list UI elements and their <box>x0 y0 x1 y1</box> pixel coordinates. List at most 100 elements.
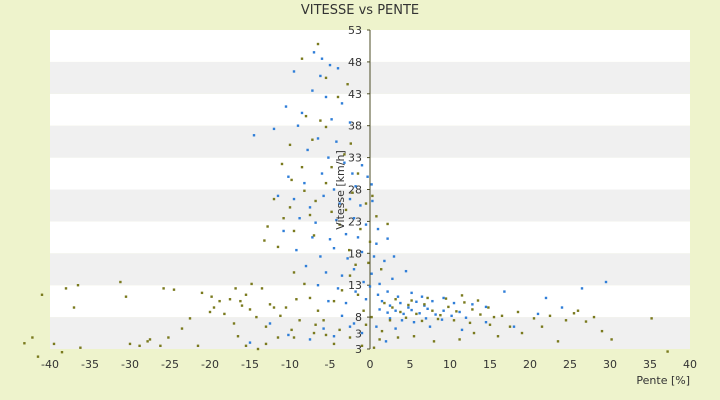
data-point <box>375 325 378 328</box>
data-point <box>508 325 512 328</box>
data-point <box>348 274 352 277</box>
data-point <box>464 316 468 319</box>
data-point <box>487 306 490 309</box>
x-tick-label: 15 <box>483 358 497 371</box>
data-point <box>418 312 421 315</box>
data-point <box>410 299 413 302</box>
data-point <box>360 164 364 167</box>
data-point <box>324 271 328 274</box>
data-point <box>360 250 364 254</box>
data-point <box>146 340 149 343</box>
data-point <box>383 259 386 263</box>
data-point <box>352 322 356 325</box>
data-point <box>351 172 354 175</box>
data-point <box>452 319 456 322</box>
y-tick-label: 33 <box>348 152 362 165</box>
data-point <box>364 223 368 226</box>
data-point <box>64 287 68 290</box>
data-point <box>439 313 442 317</box>
data-point <box>119 280 122 284</box>
data-point <box>386 311 389 314</box>
data-point <box>391 306 394 309</box>
data-point <box>352 268 356 271</box>
data-point <box>604 280 608 284</box>
data-point <box>272 127 276 131</box>
data-point <box>322 194 325 198</box>
data-point <box>303 181 306 185</box>
data-point <box>370 183 373 186</box>
y-tick-label: 53 <box>348 24 362 37</box>
data-point <box>328 238 332 241</box>
data-point <box>255 315 258 319</box>
data-point <box>303 282 306 286</box>
data-point <box>516 310 520 314</box>
data-point <box>388 317 392 320</box>
data-point <box>432 340 436 343</box>
data-point <box>458 338 461 341</box>
data-point <box>332 188 336 191</box>
data-point <box>295 298 298 301</box>
data-point <box>540 325 544 328</box>
data-point <box>383 301 386 305</box>
y-tick-label: 18 <box>348 247 362 260</box>
data-point <box>378 282 381 286</box>
y-tick-label: 3 <box>355 343 362 356</box>
data-point <box>316 309 320 312</box>
data-point <box>364 202 368 205</box>
data-point <box>407 303 410 307</box>
data-point <box>322 319 325 322</box>
data-point <box>367 261 370 265</box>
data-point <box>368 240 372 244</box>
data-point <box>223 312 226 316</box>
data-point <box>319 119 322 122</box>
data-point <box>308 296 312 300</box>
x-tick-label: 5 <box>407 358 414 371</box>
data-point <box>354 290 357 293</box>
y-tick-label: 38 <box>348 120 362 133</box>
data-point <box>447 305 450 309</box>
data-point <box>423 303 426 306</box>
data-point <box>572 312 576 315</box>
data-point <box>440 318 444 321</box>
y-axis-title: Vitesse [km/h] <box>334 150 347 230</box>
x-tick-label: 30 <box>603 358 617 371</box>
data-point <box>431 309 434 312</box>
data-point <box>300 165 304 169</box>
data-point <box>308 338 312 341</box>
data-point <box>576 309 580 312</box>
data-point <box>548 314 552 318</box>
data-point <box>364 298 368 301</box>
data-point <box>292 271 296 274</box>
data-point <box>248 341 252 344</box>
data-point <box>366 175 369 178</box>
data-point <box>330 210 333 214</box>
data-point <box>296 124 300 127</box>
data-point <box>460 328 464 332</box>
data-point <box>218 299 221 303</box>
data-point <box>592 315 596 319</box>
data-point <box>234 287 237 290</box>
data-point <box>314 221 317 224</box>
data-point <box>290 178 293 182</box>
data-point <box>431 299 434 303</box>
data-point <box>250 282 253 286</box>
data-point <box>304 114 308 118</box>
axes <box>367 29 371 350</box>
data-point <box>394 309 397 312</box>
data-point <box>330 118 333 121</box>
data-point <box>372 255 376 258</box>
data-point <box>292 229 296 233</box>
data-point <box>292 197 296 201</box>
data-point <box>348 121 352 124</box>
data-point <box>280 162 284 166</box>
data-point <box>536 312 540 316</box>
data-point <box>232 322 236 325</box>
data-point <box>348 248 351 252</box>
data-point <box>196 344 200 348</box>
data-point <box>260 287 264 290</box>
data-point <box>268 303 272 306</box>
data-point <box>330 165 333 169</box>
data-point <box>304 264 308 268</box>
data-point <box>272 306 276 309</box>
